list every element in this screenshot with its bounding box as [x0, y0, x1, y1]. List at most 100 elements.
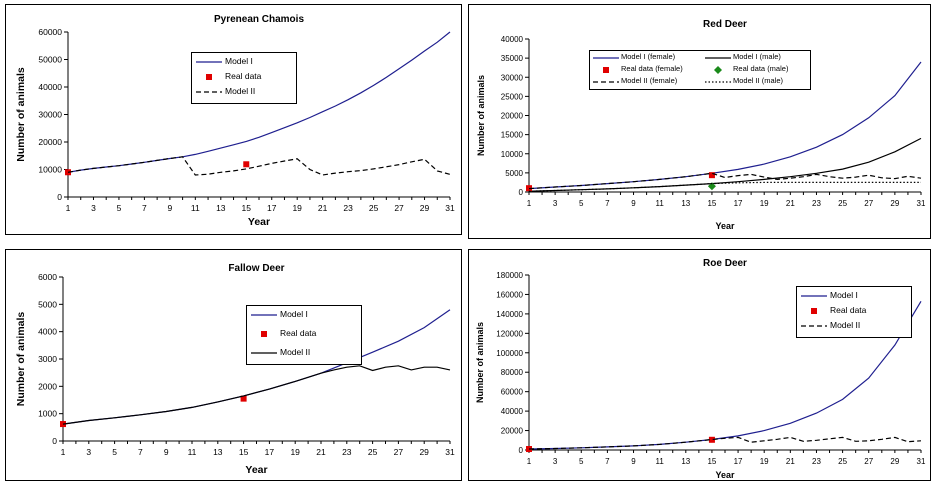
y-tick-label: 60000: [38, 27, 62, 37]
legend-symbol: [801, 325, 827, 327]
roedeer-chart-svg: Roe Deer 0 20000 40000 60000 80000 100000 12000…: [475, 258, 926, 480]
x-tick-label: 29: [890, 457, 899, 466]
x-tick-label: 19: [290, 447, 300, 457]
legend-label: Model II: [225, 86, 256, 96]
legend-label: Real data: [225, 71, 262, 81]
reddeer-chart-svg: Red Deer05000100001500020000250003000035…: [476, 19, 926, 231]
y-tick-label: 2000: [38, 381, 57, 391]
x-tick-label: 21: [786, 457, 795, 466]
x-tick-label: 3: [91, 203, 96, 213]
legend-label: Real data (male): [733, 64, 789, 73]
y-tick-label: 10000: [501, 150, 524, 159]
data-point: [240, 395, 247, 402]
y-tick-label: 140000: [496, 310, 523, 319]
y-tick-label: 30000: [38, 110, 62, 120]
x-tick-label: 31: [917, 457, 926, 466]
y-tick-label: 40000: [501, 35, 524, 44]
x-axis-label: Year: [715, 470, 735, 480]
y-tick-label: 20000: [38, 137, 62, 147]
legend-symbol: [593, 57, 619, 59]
y-tick-label: 25000: [501, 92, 524, 101]
x-tick-label: 17: [734, 457, 743, 466]
x-tick-label: 1: [61, 447, 66, 457]
x-tick-label: 21: [316, 447, 326, 457]
x-tick-label: 23: [343, 203, 353, 213]
y-tick-label: 0: [52, 436, 57, 446]
x-tick-label: 27: [394, 203, 404, 213]
y-axis-label: Number of animals: [15, 67, 27, 162]
x-axis-label: Year: [245, 464, 267, 476]
y-axis-label: Number of animals: [15, 312, 27, 407]
y-tick-label: 120000: [496, 329, 523, 338]
x-tick-label: 17: [265, 447, 275, 457]
legend-label: Model II (male): [733, 76, 784, 85]
series-line: [67, 156, 451, 176]
x-tick-label: 27: [864, 457, 873, 466]
fallow-chart-panel: Fallow Deer 0 1000 2000 3000 4000 5000 6000 1 3 5 7…: [5, 249, 462, 481]
x-tick-label: 19: [760, 199, 769, 208]
x-tick-label: 31: [445, 203, 455, 213]
legend-label: Real data: [830, 305, 867, 315]
x-tick-label: 29: [419, 447, 429, 457]
x-tick-label: 15: [707, 457, 716, 466]
legend-symbol: [811, 308, 817, 314]
reddeer-legend: Model I (female) Model I (male) Real data …: [589, 50, 811, 90]
x-tick-label: 7: [605, 199, 610, 208]
x-tick-label: 25: [369, 203, 379, 213]
x-tick-label: 7: [138, 447, 143, 457]
series-line: [528, 181, 921, 192]
x-tick-label: 15: [242, 203, 252, 213]
x-tick-label: 1: [527, 199, 532, 208]
y-tick-label: 20000: [501, 427, 524, 436]
y-axis-label: Number of animals: [475, 322, 485, 403]
y-tick-label: 180000: [496, 271, 523, 280]
x-tick-label: 25: [838, 199, 847, 208]
fallow-legend: Model I Real data Model II: [246, 305, 362, 365]
x-tick-label: 3: [553, 199, 558, 208]
x-tick-label: 13: [216, 203, 226, 213]
legend-label: Model I: [225, 56, 253, 66]
y-tick-label: 10000: [38, 165, 62, 175]
x-tick-label: 9: [164, 447, 169, 457]
legend-symbol: [206, 74, 212, 80]
chart-title: Fallow Deer: [228, 263, 284, 274]
x-tick-label: 5: [579, 457, 584, 466]
y-tick-label: 100000: [496, 349, 523, 358]
x-tick-label: 11: [656, 457, 665, 466]
data-point: [243, 161, 250, 168]
y-tick-label: 60000: [501, 388, 524, 397]
y-tick-label: 50000: [38, 55, 62, 65]
y-tick-label: 40000: [501, 407, 524, 416]
chart-title: Roe Deer: [703, 258, 747, 269]
y-tick-label: 40000: [38, 82, 62, 92]
x-tick-label: 27: [394, 447, 404, 457]
x-tick-label: 7: [142, 203, 147, 213]
y-tick-label: 0: [57, 192, 62, 202]
y-tick-label: 15000: [501, 131, 524, 140]
y-tick-label: 3000: [38, 354, 57, 364]
x-tick-label: 13: [681, 457, 690, 466]
x-tick-label: 13: [681, 199, 690, 208]
legend-symbol: [251, 314, 277, 316]
legend-label: Model II: [280, 347, 311, 357]
x-axis-label: Year: [248, 216, 270, 228]
x-tick-label: 17: [734, 199, 743, 208]
legend-label: Model I (female): [621, 52, 676, 61]
legend-label: Model I: [280, 309, 308, 319]
legend-symbol: [603, 67, 609, 73]
x-tick-label: 17: [267, 203, 277, 213]
y-tick-label: 0: [519, 446, 524, 455]
chamois-chart-panel: Pyrenean Chamois 0 10000 20000 30000 40000 500…: [5, 4, 462, 235]
x-tick-label: 23: [812, 457, 821, 466]
legend-symbol: [593, 81, 619, 83]
x-tick-label: 19: [760, 457, 769, 466]
x-tick-label: 19: [292, 203, 302, 213]
x-tick-label: 3: [553, 457, 558, 466]
x-tick-label: 7: [605, 457, 610, 466]
y-tick-label: 80000: [501, 368, 524, 377]
x-tick-label: 25: [368, 447, 378, 457]
y-tick-label: 0: [519, 188, 524, 197]
x-tick-label: 21: [786, 199, 795, 208]
series-line: [528, 436, 922, 450]
x-tick-label: 25: [838, 457, 847, 466]
